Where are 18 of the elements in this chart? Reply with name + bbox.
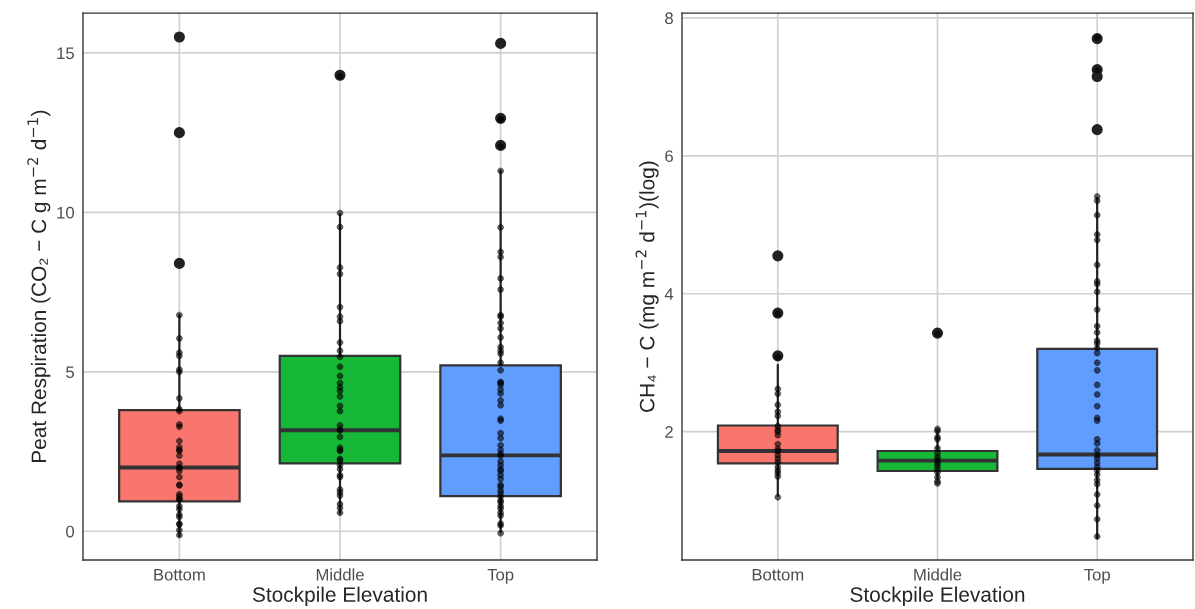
x-tick-label: Bottom: [752, 568, 804, 581]
x-axis-title: Stockpile Elevation: [252, 586, 427, 607]
x-tick-label: Middle: [914, 568, 962, 581]
x-tick-label: Top: [1084, 568, 1110, 584]
y-axis-title: Peat Respiration (CO₂ − C g m$^{−2}$ d$^{−1}$): [27, 110, 51, 463]
x-tick-label: Middle: [316, 568, 364, 581]
y-tick-label: 10: [57, 206, 75, 219]
y-tick-label: 15: [57, 47, 74, 60]
y-tick-label: 5: [66, 366, 74, 379]
y-tick-label: 0: [66, 525, 75, 538]
y-tick-label: 6: [665, 150, 673, 163]
y-tick-label: 2: [665, 426, 673, 438]
x-tick-label: Top: [487, 568, 514, 584]
x-tick-label: Bottom: [154, 568, 205, 581]
x-axis-title: Stockpile Elevation: [850, 586, 1025, 607]
y-tick-label: 8: [665, 12, 673, 25]
y-tick-label: 4: [664, 288, 674, 300]
y-axis-title: CH₄ − C (mg m$^{−2}$ d$^{−1}$)(log): [635, 161, 659, 412]
